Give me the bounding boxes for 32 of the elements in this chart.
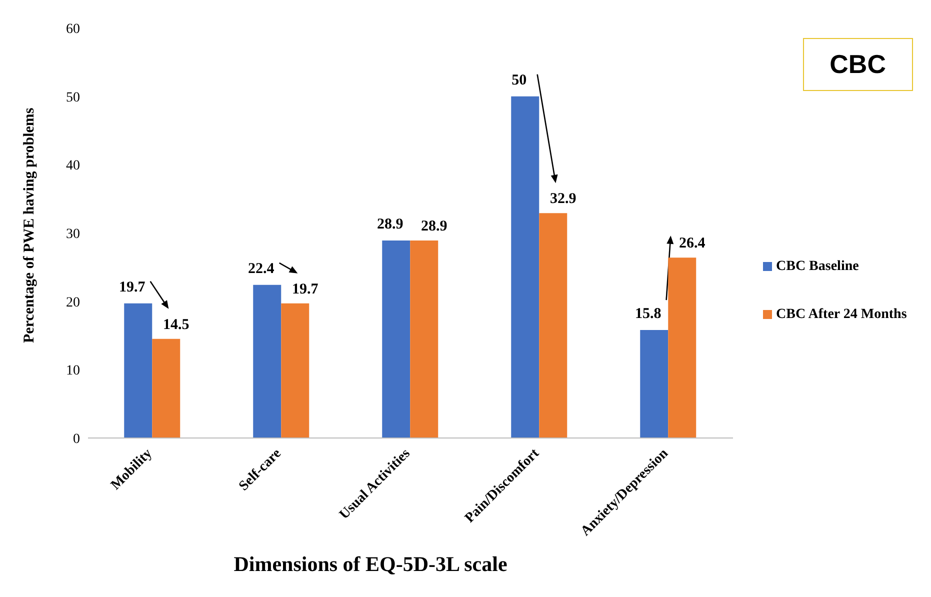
y-tick-label: 50 xyxy=(66,90,80,106)
data-label: 28.9 xyxy=(376,216,404,233)
legend-label: CBC After 24 Months xyxy=(776,306,907,324)
data-label: 19.7 xyxy=(292,281,319,298)
data-label: 19.7 xyxy=(118,279,146,296)
y-tick-label: 20 xyxy=(66,295,80,310)
y-tick-label: 10 xyxy=(66,364,80,379)
bar xyxy=(281,303,310,438)
data-label: 28.9 xyxy=(420,218,448,235)
y-tick-label: 0 xyxy=(73,432,80,447)
bar xyxy=(410,240,438,438)
data-label: 26.4 xyxy=(678,236,706,252)
text: CBC xyxy=(802,38,913,91)
bar xyxy=(152,338,180,438)
bar xyxy=(640,330,668,438)
bar xyxy=(511,96,540,438)
data-label: 50 xyxy=(512,72,527,88)
data-label: 32.9 xyxy=(550,191,576,208)
legend-label: CBC Baseline xyxy=(776,258,859,276)
bar xyxy=(253,284,282,438)
data-label: 22.4 xyxy=(248,260,275,277)
y-axis-title: Percentage of PWE having problems xyxy=(21,108,38,343)
bar xyxy=(668,258,696,438)
bar xyxy=(382,240,410,438)
x-axis-title: Dimensions of EQ-5D-3L scale xyxy=(232,552,508,577)
data-label: 15.8 xyxy=(634,306,662,322)
bar xyxy=(539,213,568,438)
y-tick-label: 60 xyxy=(66,22,80,37)
y-tick-label: 30 xyxy=(66,226,80,242)
data-label: 14.5 xyxy=(162,316,190,333)
y-tick-label: 40 xyxy=(66,158,80,174)
bar xyxy=(124,303,152,438)
